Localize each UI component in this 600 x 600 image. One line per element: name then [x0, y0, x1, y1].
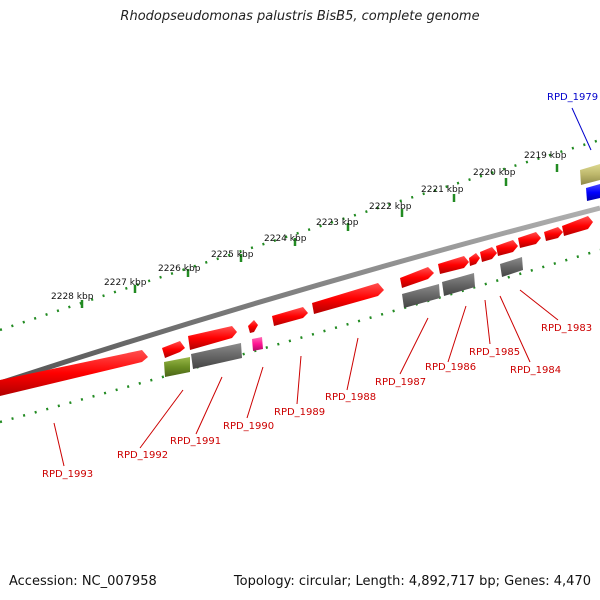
gene-label-rpd-1985[interactable]: RPD_1985	[469, 347, 520, 358]
scale-label: 2224 kbp	[264, 234, 307, 244]
gray-feature[interactable]	[500, 257, 523, 277]
gene-label-rpd-1993[interactable]: RPD_1993	[42, 469, 93, 480]
scale-label: 2228 kbp	[51, 292, 94, 302]
scale-label: 2226 kbp	[158, 264, 201, 274]
map-title: Rhodopseudomonas palustris BisB5, comple…	[120, 9, 480, 24]
scale-label: 2222 kbp	[369, 202, 412, 212]
gray-feature[interactable]	[402, 284, 440, 308]
gene-rpd-1987-arrow[interactable]	[400, 267, 434, 288]
gene-labels: RPD_1979 RPD_1983 RPD_1984 RPD_1985 RPD_…	[42, 92, 598, 480]
gene-label-rpd-1987[interactable]: RPD_1987	[375, 377, 426, 388]
gray-feature[interactable]	[442, 273, 475, 296]
gene-rpd-1990-arrow[interactable]	[248, 320, 258, 333]
gene-rpd-1984-arrow[interactable]	[496, 240, 518, 256]
gene-label-rpd-1988[interactable]: RPD_1988	[325, 392, 376, 403]
scale-label: 2227 kbp	[104, 278, 147, 288]
gene-label-rpd-1986[interactable]: RPD_1986	[425, 362, 476, 373]
scale-labels: 2219 kbp 2220 kbp 2221 kbp 2222 kbp 2223…	[51, 151, 567, 308]
gene-label-rpd-1979[interactable]: RPD_1979	[547, 92, 598, 103]
gene-rpd-1985-arrow[interactable]	[469, 253, 480, 266]
blue-feature[interactable]	[586, 184, 600, 201]
scale-label: 2225 kbp	[211, 250, 254, 260]
gene-rpd-1986-arrow[interactable]	[438, 256, 469, 274]
gene-rpd-1991-arrow[interactable]	[188, 326, 237, 350]
gene-label-rpd-1991[interactable]: RPD_1991	[170, 436, 221, 447]
scale-label: 2219 kbp	[524, 151, 567, 161]
inner-tick-ring	[0, 248, 600, 424]
gene-rpd-1983-arrow[interactable]	[518, 232, 541, 248]
forward-strand-features	[0, 216, 593, 396]
gene-rpd-1988-arrow[interactable]	[312, 283, 384, 314]
topology-label: Topology: circular; Length: 4,892,717 bp…	[233, 574, 591, 589]
gene-label-rpd-1984[interactable]: RPD_1984	[510, 365, 561, 376]
accession-label: Accession: NC_007958	[9, 574, 157, 589]
olive-feature[interactable]	[164, 357, 190, 377]
gene-rpd-1989-arrow[interactable]	[272, 307, 308, 326]
scale-label: 2223 kbp	[316, 218, 359, 228]
gene-rpd-1982-arrow[interactable]	[544, 227, 563, 241]
khaki-feature[interactable]	[580, 164, 600, 185]
gene-rpd-1993-arrow[interactable]	[0, 350, 148, 396]
gene-rpd-1992-arrow[interactable]	[162, 341, 185, 358]
scale-label: 2221 kbp	[421, 185, 464, 195]
gene-rpd-1981-arrow[interactable]	[562, 216, 593, 236]
gray-feature[interactable]	[191, 343, 242, 369]
gene-label-rpd-1990[interactable]: RPD_1990	[223, 421, 274, 432]
gene-label-rpd-1989[interactable]: RPD_1989	[274, 407, 325, 418]
pink-feature[interactable]	[252, 337, 263, 351]
outer-tick-ring	[0, 138, 600, 332]
gene-label-rpd-1983[interactable]: RPD_1983	[541, 323, 592, 334]
label-leaders	[53, 107, 592, 467]
gene-rpd-1985b-arrow[interactable]	[480, 247, 497, 262]
other-features	[164, 164, 600, 377]
genome-backbone	[0, 205, 600, 386]
gene-label-rpd-1992[interactable]: RPD_1992	[117, 450, 168, 461]
scale-label: 2220 kbp	[473, 168, 516, 178]
